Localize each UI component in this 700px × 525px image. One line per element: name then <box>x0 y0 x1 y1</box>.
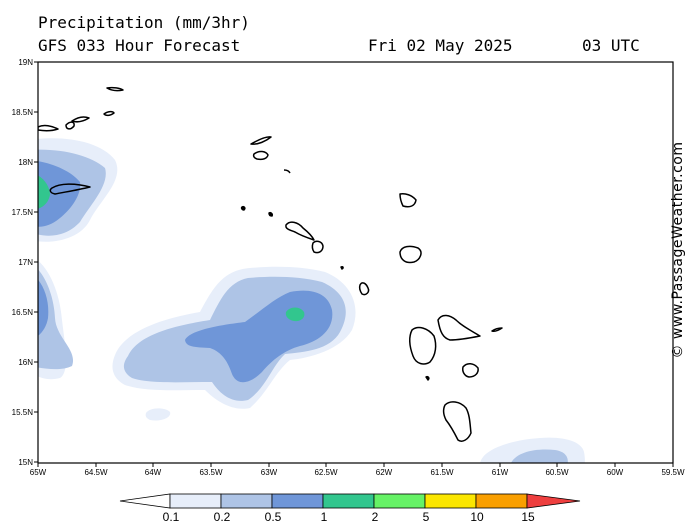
lat-label: 16N <box>18 358 33 367</box>
island-marie-galante <box>462 363 479 378</box>
lon-label: 60W <box>607 468 624 477</box>
lat-label: 17.5N <box>12 208 34 217</box>
legend-label: 15 <box>521 510 535 524</box>
island-dominica <box>442 401 472 442</box>
legend-label: 0.2 <box>214 510 231 524</box>
legend-swatch <box>271 493 324 509</box>
forecast-time: 03 UTC <box>582 36 640 55</box>
lon-label: 63.5W <box>199 468 223 477</box>
legend-label: 0.5 <box>265 510 282 524</box>
legend-swatch <box>169 493 222 509</box>
lat-label: 19N <box>18 58 33 67</box>
island-st-john <box>71 116 90 123</box>
legend-label: 1 <box>321 510 328 524</box>
lon-label: 62W <box>376 468 393 477</box>
island-la-desirade <box>491 327 503 332</box>
island-saba <box>240 206 246 211</box>
lon-label: 61W <box>492 468 509 477</box>
island-redonda <box>340 266 344 270</box>
precipitation-legend <box>119 493 581 509</box>
precipitation-layer <box>38 138 585 463</box>
legend-swatch <box>322 493 375 509</box>
island-st-thomas <box>65 121 75 130</box>
island-st-kitts <box>285 221 315 241</box>
island-puerto-rico-east <box>49 183 91 195</box>
forecast-date: Fri 02 May 2025 <box>368 36 513 55</box>
precip-1-c <box>285 307 305 322</box>
island-st-martin <box>252 150 269 161</box>
precip-0.5-w <box>38 279 49 336</box>
legend-label: 5 <box>423 510 430 524</box>
lon-label: 64W <box>145 468 162 477</box>
legend-label: 0.1 <box>163 510 180 524</box>
legend-cap-low <box>119 493 171 509</box>
lat-label: 17N <box>18 258 33 267</box>
legend-label: 10 <box>470 510 484 524</box>
lon-label: 62.5W <box>314 468 338 477</box>
legend-cap-high <box>526 493 581 509</box>
island-montserrat <box>358 282 370 296</box>
island-les-saintes <box>425 376 430 381</box>
island-anegada <box>106 86 124 92</box>
island-nevis <box>311 240 324 254</box>
precip-0.2-w <box>38 269 74 370</box>
island-tortola <box>103 110 115 117</box>
island-anguilla <box>250 136 272 145</box>
legend-swatch <box>220 493 273 509</box>
credit-text: © www.PassageWeather.com <box>670 141 686 359</box>
legend-swatch <box>475 493 528 509</box>
island-vieques <box>38 124 59 132</box>
precip-0.2-se <box>511 449 568 463</box>
lon-label: 61.5W <box>430 468 454 477</box>
legend-swatch <box>373 493 426 509</box>
precip-1-nw <box>38 175 50 209</box>
lat-label: 18N <box>18 158 33 167</box>
legend-label: 2 <box>372 510 379 524</box>
lon-label: 65W <box>30 468 47 477</box>
lat-label: 16.5N <box>12 308 34 317</box>
island-st-barts <box>283 169 291 174</box>
lon-label: 60.5W <box>545 468 569 477</box>
lon-label: 63W <box>261 468 278 477</box>
map-title: Precipitation (mm/3hr) <box>38 13 250 32</box>
legend-swatch <box>424 493 477 509</box>
island-statia <box>268 212 273 217</box>
forecast-subtitle: GFS 033 Hour Forecast <box>38 36 241 55</box>
lat-label: 18.5N <box>12 108 34 117</box>
lat-label: 15.5N <box>12 408 34 417</box>
lat-label: 15N <box>18 458 33 467</box>
island-antigua <box>399 245 422 264</box>
precip-0.1-s <box>145 408 171 421</box>
lon-label: 59.5W <box>661 468 685 477</box>
island-barbuda <box>399 193 417 208</box>
coastlines <box>38 86 503 442</box>
lon-label: 64.5W <box>84 468 108 477</box>
island-guadeloupe <box>409 314 481 365</box>
map-frame <box>37 61 674 464</box>
